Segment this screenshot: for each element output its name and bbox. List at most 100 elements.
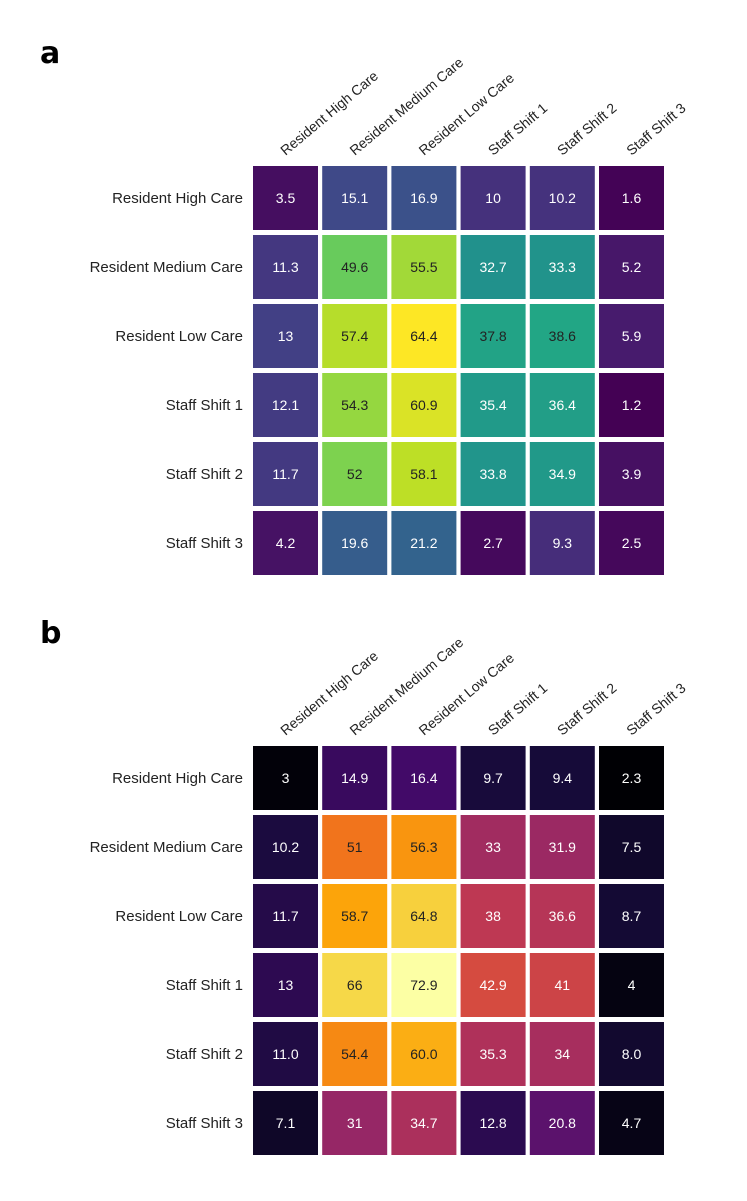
cell-value: 13	[278, 328, 294, 344]
cell-value: 31	[347, 1115, 363, 1131]
heatmap-b: Resident High Care Resident Medium Care Re…	[90, 634, 689, 1155]
cell-value: 38.6	[549, 328, 576, 344]
heatmap-cell	[253, 815, 318, 879]
cell-value: 34	[555, 1046, 571, 1062]
cell-value: 3.9	[622, 466, 642, 482]
heatmap-cell	[322, 1091, 388, 1155]
cell-value: 36.4	[549, 397, 576, 413]
cell-value: 2.7	[483, 535, 503, 551]
heatmap-cell	[599, 1091, 664, 1155]
heatmap-cell	[460, 884, 526, 948]
cell-value: 10	[485, 190, 501, 206]
heatmap-cell	[529, 235, 595, 299]
heatmap-cell	[391, 1091, 457, 1155]
column-label: Staff Shift 3	[623, 100, 689, 159]
cell-value: 16.4	[410, 770, 437, 786]
column-label: Resident Medium Care	[346, 634, 466, 738]
cell-value: 8.7	[622, 908, 642, 924]
heatmap-cell	[391, 953, 457, 1017]
cell-value: 20.8	[549, 1115, 576, 1131]
cell-value: 64.4	[410, 328, 437, 344]
cell-value: 9.3	[553, 535, 573, 551]
heatmap-cell	[599, 1022, 664, 1086]
cell-value: 11.3	[272, 259, 298, 275]
heatmap-cell	[391, 373, 457, 437]
heatmap-cell	[599, 746, 664, 810]
cell-value: 31.9	[549, 839, 576, 855]
heatmap-cell	[253, 1022, 318, 1086]
row-label: Staff Shift 1	[166, 397, 243, 414]
heatmap-cell	[322, 442, 388, 506]
heatmap-panel-a: a Resident High Care Resident Medium Care…	[0, 0, 747, 600]
heatmap-cell	[460, 373, 526, 437]
cell-value: 54.4	[341, 1046, 368, 1062]
row-label: Staff Shift 3	[166, 1115, 243, 1132]
row-label: Resident Medium Care	[90, 839, 243, 856]
cell-value: 38	[485, 908, 501, 924]
cell-value: 51	[347, 839, 363, 855]
heatmap-cell	[391, 746, 457, 810]
heatmap-cell	[253, 442, 318, 506]
row-label: Staff Shift 2	[166, 1046, 243, 1063]
heatmap-cell	[253, 746, 318, 810]
heatmap-cell	[322, 884, 388, 948]
column-label: Staff Shift 1	[485, 100, 551, 159]
cell-value: 34.9	[549, 466, 576, 482]
cell-value: 2.3	[622, 770, 642, 786]
cell-value: 5.2	[622, 259, 642, 275]
heatmap-cell	[529, 1091, 595, 1155]
cell-value: 12.8	[479, 1115, 506, 1131]
heatmap-cell	[529, 166, 595, 230]
heatmap-cell	[529, 442, 595, 506]
heatmap-cell	[460, 235, 526, 299]
cell-value: 58.1	[410, 466, 437, 482]
cell-value: 66	[347, 977, 363, 993]
cell-value: 60.0	[410, 1046, 437, 1062]
cell-value: 42.9	[479, 977, 506, 993]
heatmap-cell	[460, 746, 526, 810]
row-label: Staff Shift 3	[166, 535, 243, 552]
row-label: Resident High Care	[112, 770, 243, 787]
heatmap-cell	[599, 304, 664, 368]
row-label: Staff Shift 2	[166, 466, 243, 483]
cell-value: 33	[485, 839, 501, 855]
heatmap-cell	[599, 166, 664, 230]
cell-value: 9.7	[483, 770, 503, 786]
heatmap-cell	[599, 884, 664, 948]
row-label: Resident Medium Care	[90, 259, 243, 276]
heatmap-cell	[322, 373, 388, 437]
heatmap-cell	[322, 815, 388, 879]
cell-value: 11.7	[272, 466, 298, 482]
cell-value: 56.3	[410, 839, 437, 855]
cell-value: 4.7	[622, 1115, 642, 1131]
heatmap-cell	[599, 373, 664, 437]
heatmap-cell	[391, 304, 457, 368]
cell-value: 8.0	[622, 1046, 642, 1062]
heatmap-cell	[253, 884, 318, 948]
heatmap-cell	[460, 304, 526, 368]
heatmap-cell	[460, 953, 526, 1017]
heatmap-cell	[322, 1022, 388, 1086]
cell-value: 52	[347, 466, 363, 482]
cell-value: 7.5	[622, 839, 642, 855]
heatmap-cell	[391, 511, 457, 575]
column-label: Staff Shift 2	[554, 680, 620, 739]
heatmap-cell	[460, 815, 526, 879]
cell-value: 33.8	[479, 466, 506, 482]
cell-value: 11.0	[272, 1046, 298, 1062]
cell-value: 64.8	[410, 908, 437, 924]
heatmap-cell	[529, 1022, 595, 1086]
heatmap-cell	[529, 511, 595, 575]
heatmap-cell	[391, 442, 457, 506]
cell-value: 55.5	[410, 259, 437, 275]
heatmap-cell	[253, 373, 318, 437]
cell-value: 2.5	[622, 535, 642, 551]
heatmap-cell	[529, 373, 595, 437]
heatmap-cell	[322, 235, 388, 299]
heatmap-cell	[322, 166, 388, 230]
heatmap-cell	[253, 1091, 318, 1155]
heatmap-cell	[599, 953, 664, 1017]
cell-value: 41	[555, 977, 571, 993]
heatmap-cell	[253, 953, 318, 1017]
cell-value: 10.2	[272, 839, 299, 855]
